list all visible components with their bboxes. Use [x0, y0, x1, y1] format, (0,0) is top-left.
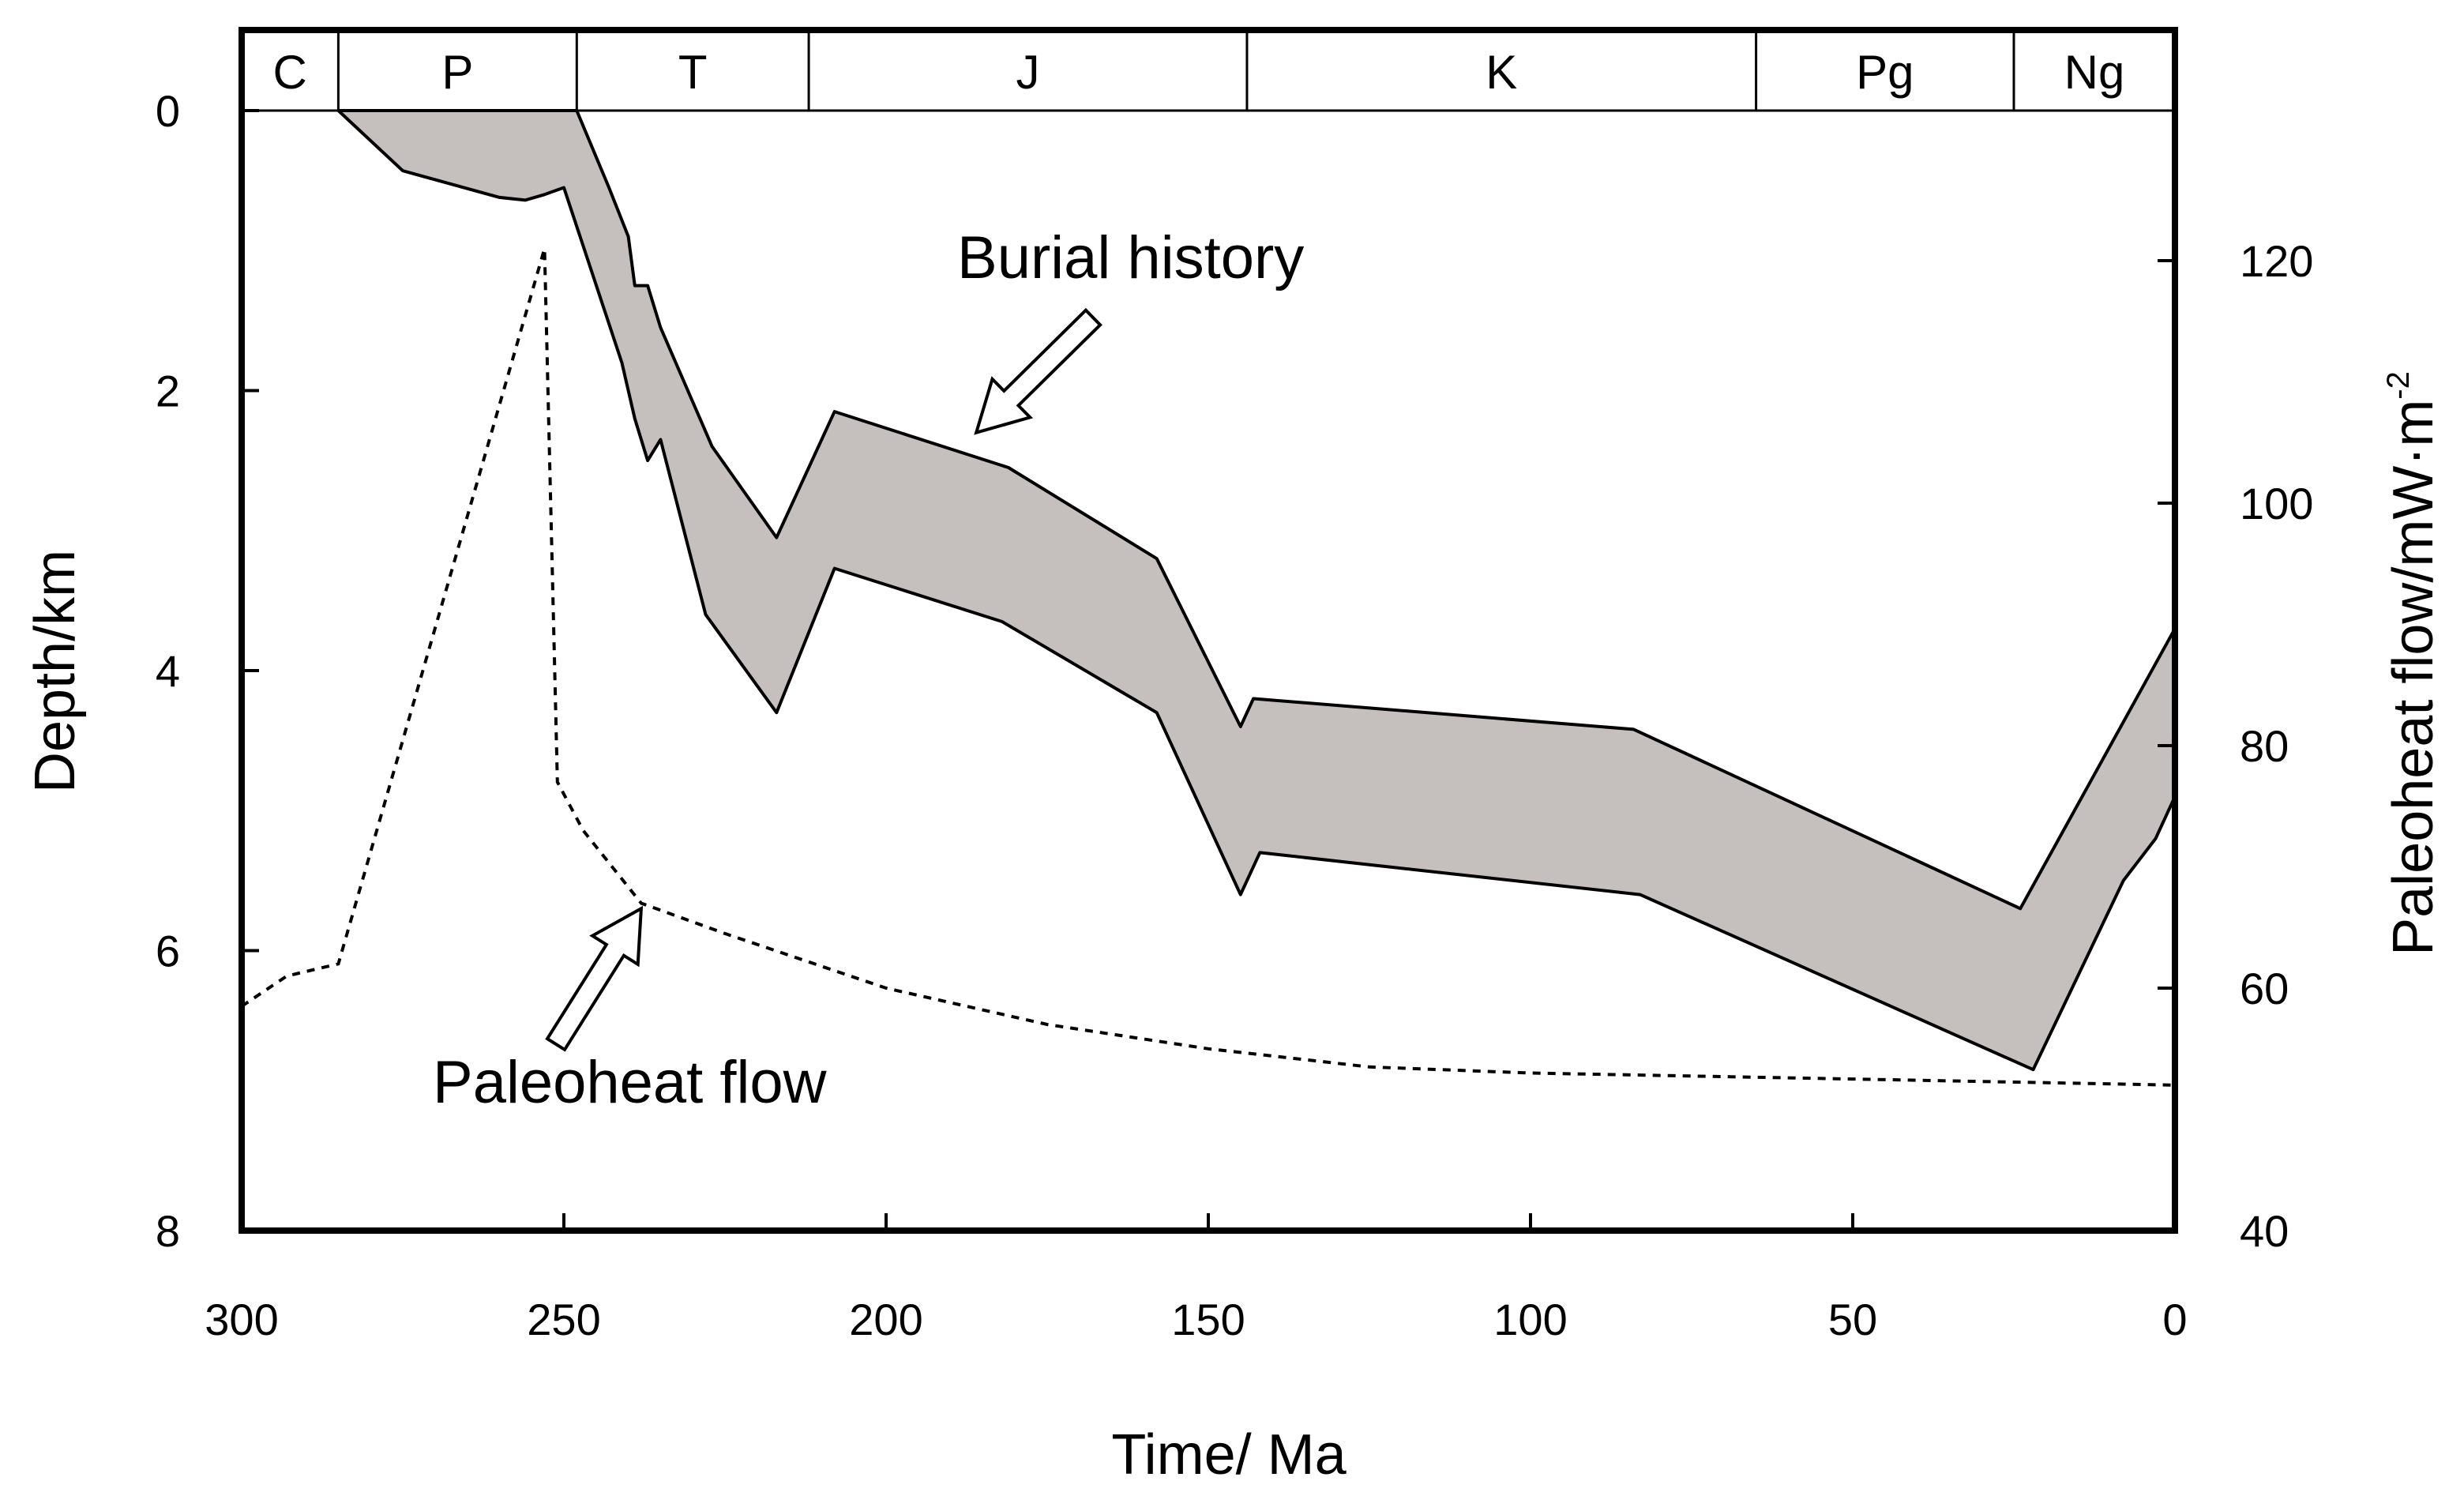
y2-axis-title-base: Paleoheat flow/mW·m [2382, 400, 2445, 956]
paleoheat-flow-line [240, 248, 2176, 1087]
x-tick-label: 200 [849, 1295, 922, 1344]
burial-history-annotation: Burial history [957, 224, 1304, 291]
x-tick-label: 0 [2162, 1295, 2187, 1344]
x-tick-label: 250 [527, 1295, 600, 1344]
paleoheat-flow-annotation: Paleoheat flow [433, 1049, 828, 1116]
y2-tick-label: 60 [2240, 964, 2289, 1013]
y-tick-label: 8 [156, 1206, 180, 1256]
y2-axis-title: Paleoheat flow/mW·m-2 [2381, 371, 2445, 956]
x-tick-label: 50 [1828, 1295, 1877, 1344]
y2-tick-label: 40 [2240, 1206, 2289, 1256]
y-tick-label: 0 [156, 86, 180, 136]
y2-tick-label: 80 [2240, 721, 2289, 771]
y-tick-label: 6 [156, 927, 180, 976]
data-layer [240, 109, 2177, 1087]
paleoheat-flow-arrow-icon [545, 905, 644, 1052]
x-tick-label: 300 [205, 1295, 278, 1344]
y2-tick-label: 120 [2240, 236, 2313, 286]
y2-tick-label: 100 [2240, 479, 2313, 528]
y2-axis-title-exponent: -2 [2381, 371, 2416, 400]
period-label-c: C [273, 46, 307, 99]
labels-layer: C P T J K Pg Ng 300 250 200 150 100 50 0 0 2 4 6 8 40 60 80 10… [156, 46, 2314, 1344]
axes-layer [239, 27, 2178, 1234]
period-label-k: K [1486, 46, 1517, 99]
x-axis-title: Time/ Ma [1111, 1423, 1347, 1487]
period-label-pg: Pg [1856, 46, 1914, 99]
burial-history-arrow-icon [974, 307, 1102, 435]
period-label-p: P [441, 46, 473, 99]
y-tick-label: 2 [156, 366, 180, 416]
period-label-ng: Ng [2064, 46, 2125, 99]
x-tick-label: 150 [1171, 1295, 1245, 1344]
burial-history-band [336, 109, 2177, 1072]
period-label-j: J [1016, 46, 1040, 99]
x-tick-label: 100 [1493, 1295, 1567, 1344]
y-axis-title: Depth/km [24, 550, 87, 793]
period-label-t: T [678, 46, 708, 99]
y-tick-label: 4 [156, 646, 180, 696]
